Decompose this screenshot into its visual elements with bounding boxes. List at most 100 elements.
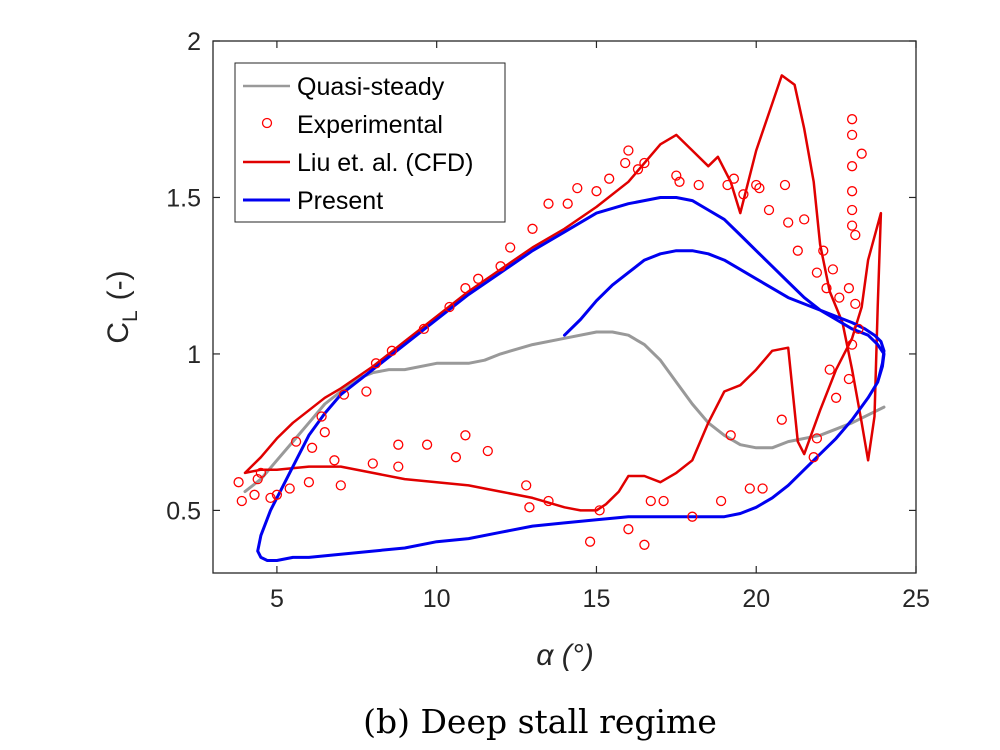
experimental-point xyxy=(821,283,832,294)
experimental-point xyxy=(521,480,532,491)
experimental-point xyxy=(722,179,733,191)
experimental-point xyxy=(779,179,791,191)
experimental-point xyxy=(284,483,295,494)
experimental-point xyxy=(799,214,810,225)
legend-label-quasi-steady: Quasi-steady xyxy=(297,73,445,101)
experimental-point xyxy=(843,373,855,385)
experimental-point xyxy=(658,495,669,507)
experimental-point xyxy=(853,323,864,335)
experimental-point xyxy=(751,179,762,191)
y-axis-title-unit: (-) xyxy=(102,270,135,300)
experimental-point xyxy=(249,489,260,500)
experimental-point xyxy=(495,261,506,272)
series-layer xyxy=(233,74,886,562)
experimental-point xyxy=(335,480,346,491)
experimental-point xyxy=(830,392,842,403)
experimental-point xyxy=(818,245,829,256)
y-axis-label: CL (-) xyxy=(102,270,142,343)
experimental-point xyxy=(543,198,554,209)
y-tick-label: 1 xyxy=(187,341,201,369)
x-tick-label: 10 xyxy=(423,585,451,613)
experimental-point xyxy=(562,198,573,209)
experimental-point xyxy=(693,179,704,191)
experimental-point xyxy=(811,267,823,278)
experimental-point xyxy=(850,298,861,310)
x-axis-title: α (°) xyxy=(536,639,593,672)
experimental-point xyxy=(265,492,276,504)
experimental-point xyxy=(370,358,382,369)
experimental-point xyxy=(783,217,794,228)
experimental-point xyxy=(850,229,861,241)
y-axis-title-sub: L xyxy=(119,310,142,322)
experimental-point xyxy=(856,148,867,159)
experimental-point xyxy=(393,439,404,450)
quasi-steady-line xyxy=(243,330,886,494)
experimental-point xyxy=(584,536,596,547)
experimental-series xyxy=(233,114,867,550)
x-tick-label: 5 xyxy=(270,585,284,613)
experimental-point xyxy=(827,264,839,275)
experimental-point xyxy=(473,273,484,284)
axes xyxy=(212,40,917,574)
legend-label-experimental: Experimental xyxy=(297,111,443,139)
experimental-point xyxy=(306,442,318,453)
experimental-point xyxy=(645,495,656,507)
legend-swatch-experimental xyxy=(261,117,273,129)
figure-caption: (b) Deep stall regime xyxy=(363,702,717,741)
experimental-point xyxy=(639,539,650,550)
experimental-point xyxy=(846,186,858,197)
x-tick-label: 25 xyxy=(902,585,930,613)
experimental-point xyxy=(367,458,378,469)
experimental-point xyxy=(594,505,605,516)
legend-box xyxy=(234,62,506,223)
legend: Quasi-steady Experimental Liu et. al. (C… xyxy=(234,62,506,223)
experimental-point xyxy=(482,445,493,457)
x-tick-label: 15 xyxy=(583,585,611,613)
experimental-point xyxy=(271,489,283,500)
experimental-point xyxy=(393,461,404,472)
experimental-point xyxy=(728,173,740,184)
experimental-point xyxy=(386,345,398,356)
experimental-point xyxy=(744,483,755,494)
experimental-point xyxy=(233,477,244,488)
experimental-point xyxy=(329,455,340,466)
experimental-point xyxy=(632,164,644,175)
experimental-point xyxy=(639,157,650,169)
experimental-point xyxy=(604,173,615,184)
experimental-point xyxy=(725,430,736,441)
cfd-line xyxy=(243,74,883,512)
experimental-point xyxy=(846,114,858,125)
experimental-point xyxy=(290,436,302,447)
y-tick-label: 0.5 xyxy=(166,497,201,525)
experimental-point xyxy=(846,220,858,231)
experimental-point xyxy=(623,524,634,535)
experimental-point xyxy=(524,502,535,513)
experimental-point xyxy=(338,389,350,400)
y-tick-label: 2 xyxy=(187,28,201,56)
experimental-point xyxy=(591,186,602,197)
experimental-point xyxy=(834,292,845,303)
experimental-point xyxy=(620,157,631,169)
experimental-point xyxy=(846,339,858,350)
experimental-point xyxy=(715,495,727,507)
experimental-point xyxy=(776,414,787,425)
experimental-point xyxy=(505,242,516,253)
x-tick-label: 20 xyxy=(742,585,770,613)
experimental-point xyxy=(319,427,330,438)
experimental-point xyxy=(450,452,462,463)
experimental-point xyxy=(361,386,372,397)
experimental-point xyxy=(444,301,455,313)
experimental-point xyxy=(460,430,471,441)
tick-marks: 5 10 15 20 25 0.5 1 1.5 2 xyxy=(166,28,930,613)
experimental-point xyxy=(792,245,803,256)
experimental-point xyxy=(846,129,858,141)
x-axis-label: α (°) xyxy=(536,639,593,672)
experimental-point xyxy=(671,170,682,181)
experimental-point xyxy=(623,145,634,156)
legend-label-present: Present xyxy=(297,187,383,215)
experimental-point xyxy=(687,511,698,522)
experimental-point xyxy=(808,452,819,463)
experimental-point xyxy=(846,161,858,172)
experimental-point xyxy=(252,473,263,485)
